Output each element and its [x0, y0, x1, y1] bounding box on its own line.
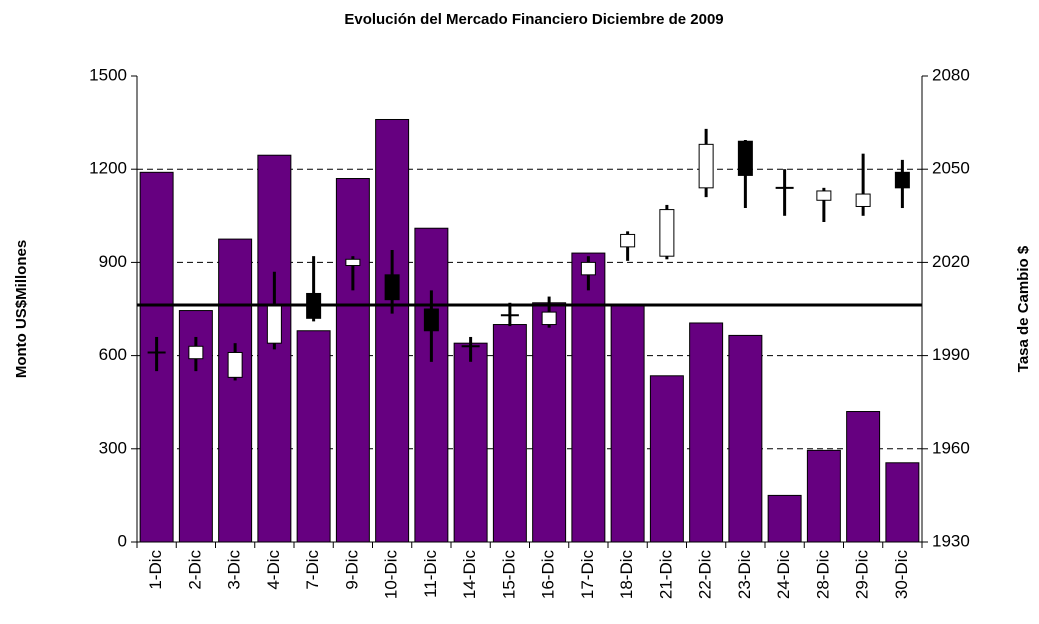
bar — [532, 302, 567, 543]
y2-tick-label: 2020 — [932, 252, 970, 271]
x-tick-label: 24-Dic — [774, 550, 793, 600]
bar — [728, 334, 763, 543]
bar — [218, 238, 253, 543]
x-tick-label: 29-Dic — [853, 550, 872, 600]
y2-tick-label: 1990 — [932, 345, 970, 364]
bar — [806, 449, 841, 543]
candle-body — [737, 140, 753, 176]
bar — [414, 227, 449, 543]
bar — [846, 411, 881, 543]
candle-body — [698, 143, 714, 189]
bar — [767, 494, 802, 543]
x-tick-label: 14-Dic — [460, 550, 479, 600]
candle-body — [816, 190, 832, 201]
x-tick-label: 17-Dic — [578, 550, 597, 600]
x-tick-label: 28-Dic — [813, 550, 832, 600]
candle-body — [384, 274, 400, 301]
x-tick-label: 21-Dic — [656, 550, 675, 600]
x-tick-label: 3-Dic — [225, 550, 244, 590]
bar — [296, 330, 331, 543]
candle-body — [855, 193, 871, 207]
x-tick-label: 11-Dic — [421, 550, 440, 598]
y2-tick-label: 2080 — [932, 65, 970, 84]
candle-body — [188, 345, 204, 360]
candle-body — [620, 233, 636, 248]
x-tick-label: 30-Dic — [892, 550, 911, 600]
candle-body — [659, 209, 675, 257]
bar — [885, 462, 920, 543]
bar — [571, 252, 606, 543]
bar — [649, 375, 684, 543]
y-tick-label: 1500 — [89, 65, 127, 84]
y-tick-label: 0 — [118, 531, 127, 550]
candle-body — [266, 305, 282, 344]
y2-tick-label: 1960 — [932, 438, 970, 457]
y2-tick-label: 1930 — [932, 531, 970, 550]
candle-body — [541, 311, 557, 326]
y-tick-label: 300 — [99, 438, 127, 457]
bar — [610, 305, 645, 543]
candle-body — [423, 308, 439, 332]
x-tick-label: 15-Dic — [499, 550, 518, 600]
y-tick-label: 1200 — [89, 159, 127, 178]
bar — [492, 324, 527, 543]
candle-body — [345, 258, 361, 267]
candle-body — [227, 351, 243, 378]
bar — [375, 118, 410, 543]
y-axis-title: Monto US$Millones — [13, 240, 30, 378]
candle-body — [580, 261, 596, 276]
y-tick-label: 900 — [99, 252, 127, 271]
x-tick-label: 18-Dic — [617, 550, 636, 600]
x-tick-label: 1-Dic — [146, 550, 165, 590]
x-tick-label: 23-Dic — [735, 550, 754, 600]
x-tick-label: 9-Dic — [342, 550, 361, 590]
x-tick-label: 16-Dic — [539, 550, 558, 600]
bar — [453, 342, 488, 543]
y-tick-label: 600 — [99, 345, 127, 364]
bar — [689, 322, 724, 543]
x-tick-label: 22-Dic — [696, 550, 715, 600]
candle-body — [894, 171, 910, 189]
x-tick-label: 7-Dic — [303, 550, 322, 590]
bar — [335, 178, 370, 543]
x-tick-label: 10-Dic — [382, 550, 401, 600]
chart-title: Evolución del Mercado Financiero Diciemb… — [344, 11, 723, 28]
x-tick-label: 2-Dic — [185, 550, 204, 590]
y2-axis-title: Tasa de Cambio $ — [1015, 245, 1032, 372]
x-tick-label: 4-Dic — [264, 550, 283, 590]
y2-tick-label: 2050 — [932, 159, 970, 178]
